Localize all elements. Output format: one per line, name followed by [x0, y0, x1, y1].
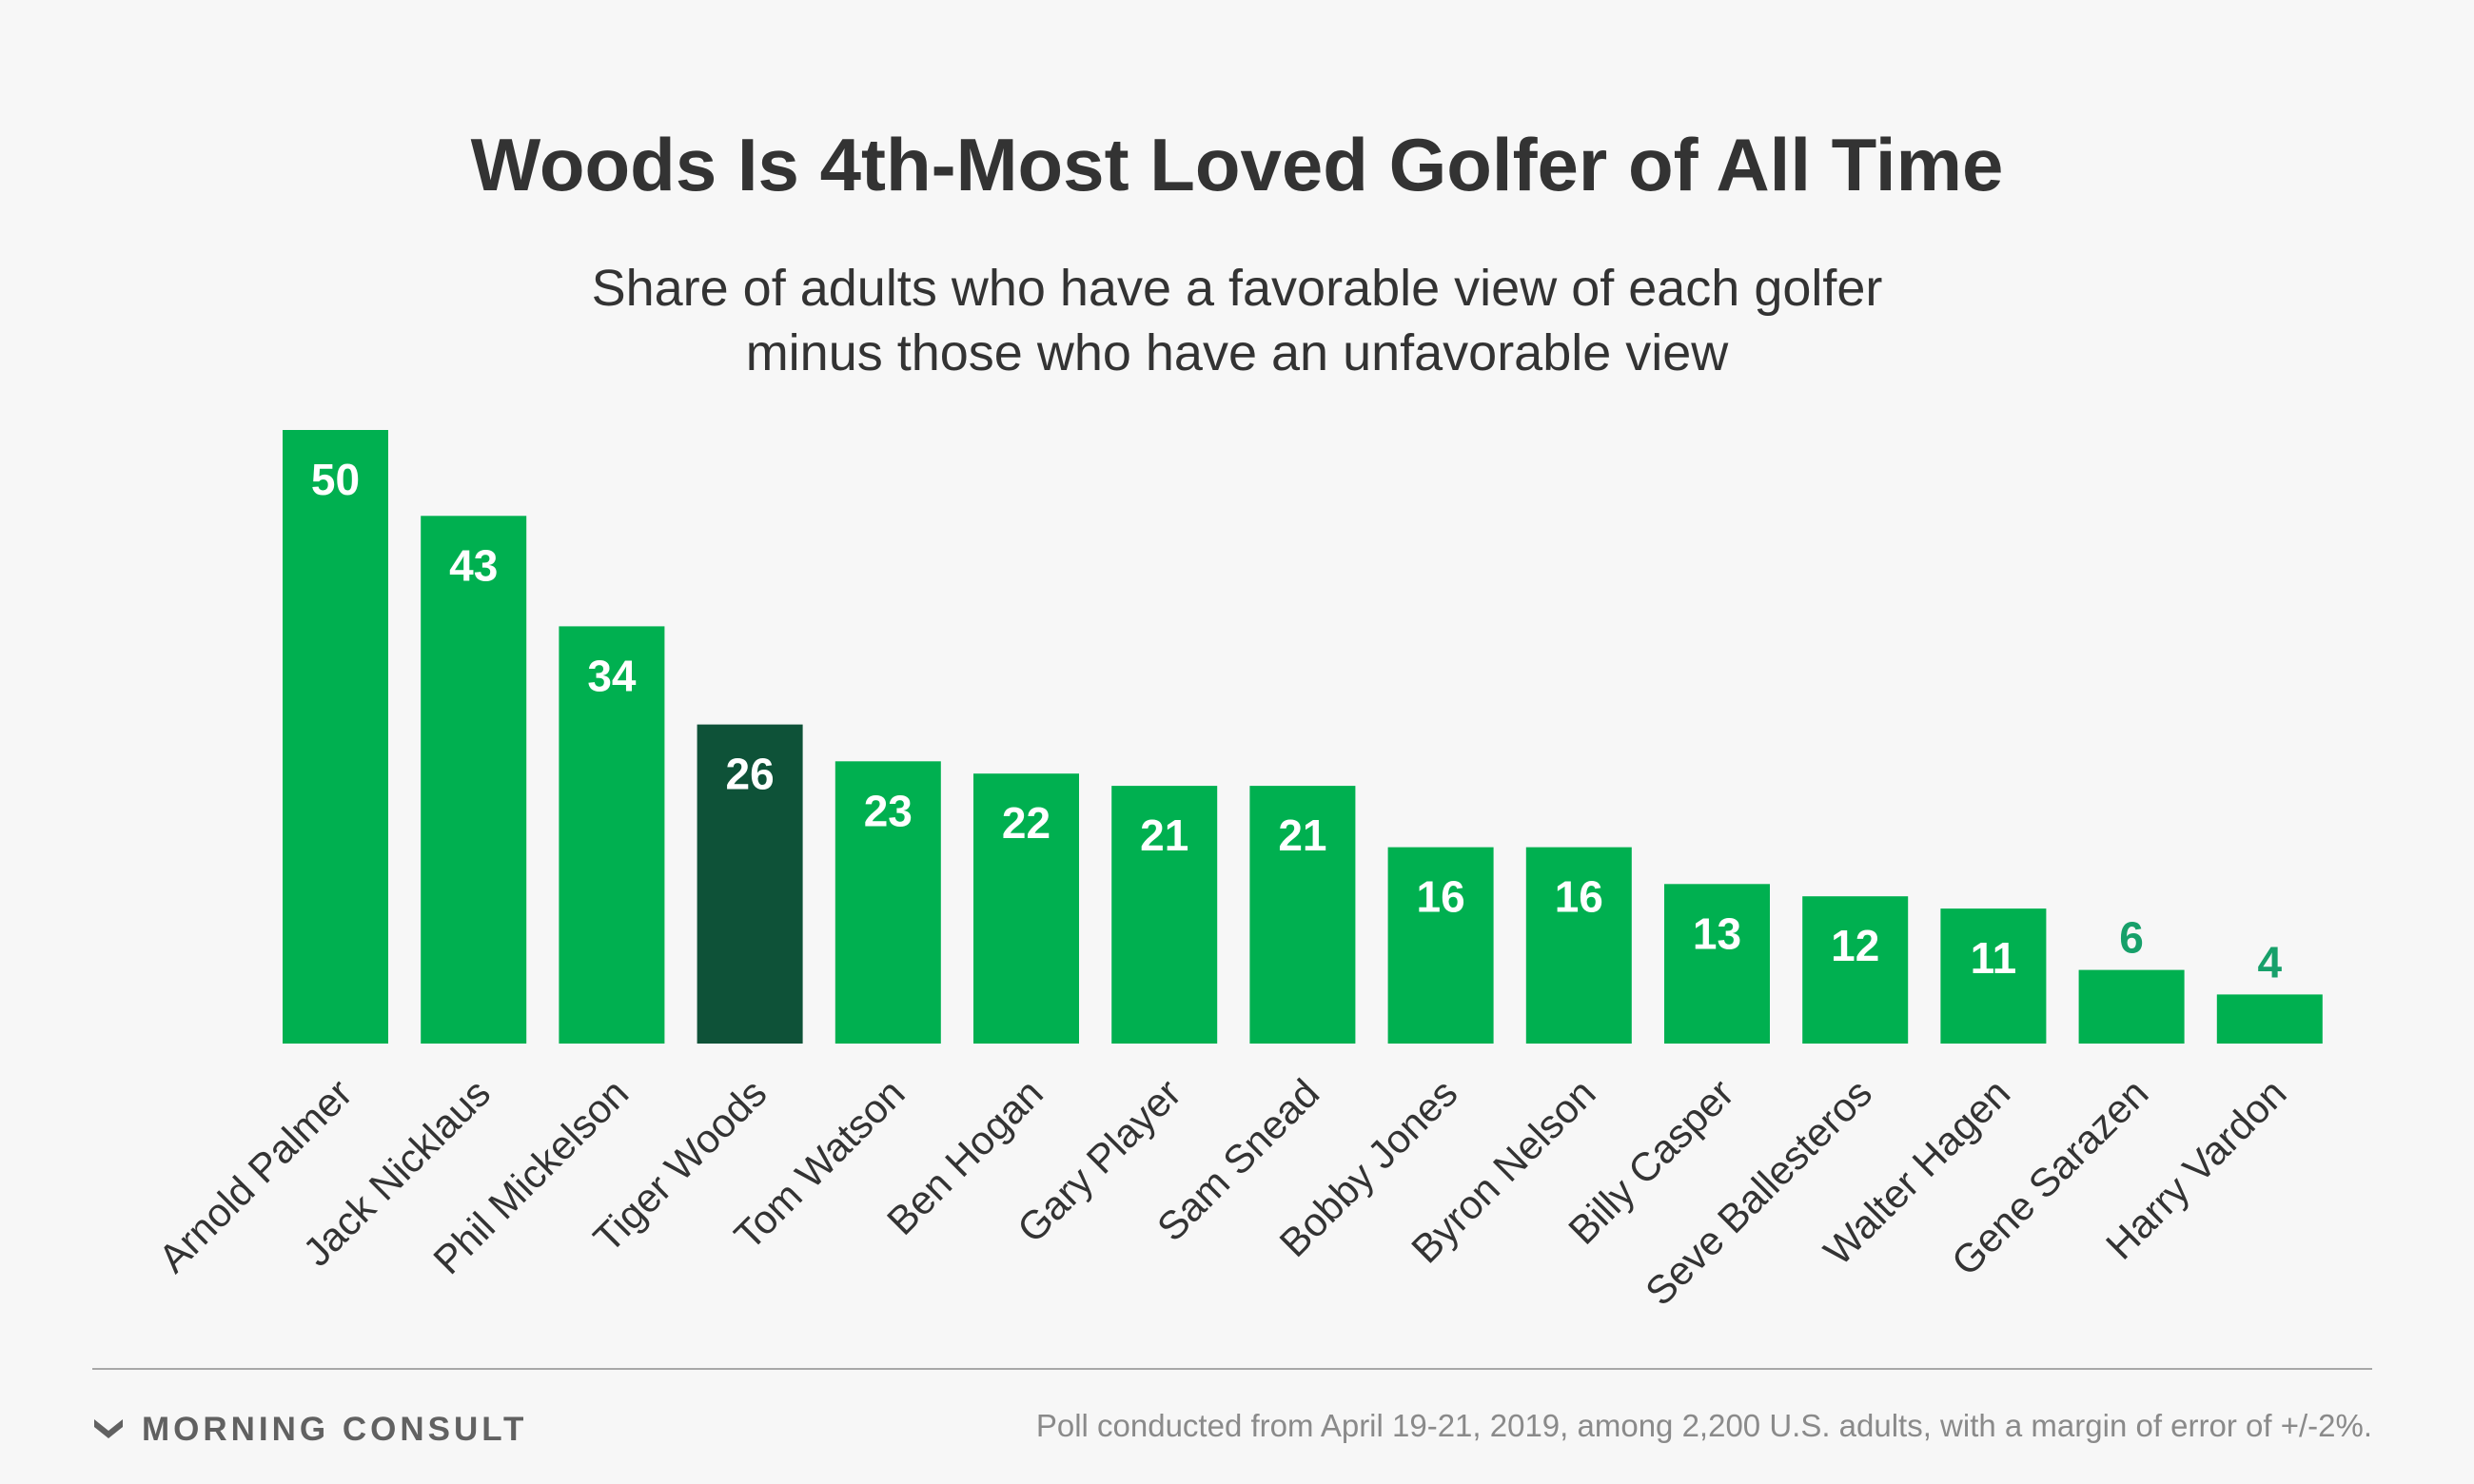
value-label-tom-watson: 23 — [864, 786, 913, 835]
value-label-arnold-palmer: 50 — [311, 455, 360, 504]
brand: MORNING CONSULT — [92, 1406, 527, 1454]
bar-tom-watson — [834, 761, 941, 1044]
bar-chart: 50 43 34 26 23 22 21 21 16 16 13 12 11 6 4 Arnold Palm… — [149, 430, 2323, 1314]
value-label-jack-nicklaus: 43 — [449, 540, 498, 590]
brand-name: MORNING CONSULT — [142, 1411, 528, 1448]
value-label-ben-hogan: 22 — [1002, 798, 1050, 848]
bar-tiger-woods — [697, 724, 803, 1044]
value-label-sam-snead: 21 — [1278, 810, 1326, 860]
value-label-harry-vardon: 4 — [2258, 937, 2283, 986]
chart-subtitle-line-2: minus those who have an unfavorable view — [745, 324, 1729, 381]
bar-walter-hagen — [1940, 908, 2047, 1044]
bar-phil-mickelson — [559, 626, 665, 1044]
value-label-byron-nelson: 16 — [1555, 872, 1603, 922]
bar-sam-snead — [1249, 786, 1356, 1044]
value-label-billy-casper: 13 — [1693, 908, 1741, 958]
bar-jack-nicklaus — [421, 516, 527, 1044]
bar-arnold-palmer — [283, 430, 388, 1044]
value-label-gene-sarazen: 6 — [2119, 913, 2144, 963]
chart-title: Woods Is 4th-Most Loved Golfer of All Ti… — [470, 123, 2004, 206]
value-label-seve-ballesteros: 12 — [1831, 921, 1879, 970]
bar-byron-nelson — [1525, 847, 1632, 1044]
bar-ben-hogan — [973, 773, 1079, 1044]
poll-footnote: Poll conducted from April 19-21, 2019, a… — [1035, 1408, 2372, 1443]
footer-divider — [92, 1368, 2372, 1370]
value-label-walter-hagen: 11 — [1971, 933, 2017, 983]
value-label-tiger-woods: 26 — [726, 750, 775, 799]
bar-billy-casper — [1664, 884, 1770, 1044]
morning-consult-chevron-logo — [94, 1419, 123, 1438]
value-labels-group: 50 43 34 26 23 22 21 21 16 16 13 12 11 6 4 — [311, 455, 2283, 986]
bar-seve-ballesteros — [1802, 896, 1909, 1044]
bar-harry-vardon — [2216, 994, 2323, 1044]
bar-bobby-jones — [1387, 847, 1494, 1044]
bar-gary-player — [1111, 786, 1218, 1044]
chart-subtitle-line-1: Share of adults who have a favorable vie… — [591, 260, 1883, 317]
value-label-gary-player: 21 — [1140, 810, 1188, 860]
value-label-phil-mickelson: 34 — [587, 651, 637, 700]
bars-group — [283, 430, 2323, 1044]
value-label-bobby-jones: 16 — [1417, 872, 1465, 922]
bar-gene-sarazen — [2078, 969, 2185, 1044]
